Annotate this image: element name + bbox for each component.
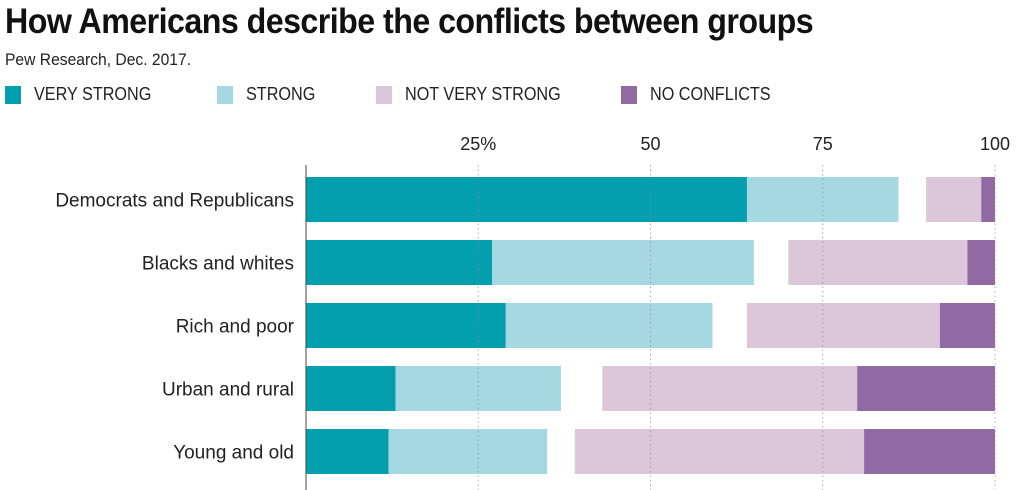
bar-very-strong xyxy=(306,303,506,348)
bar-not-very-strong xyxy=(926,177,982,222)
legend-swatch-very-strong xyxy=(5,85,21,104)
chart-subtitle: Pew Research, Dec. 2017. xyxy=(5,50,192,69)
legend-swatch-strong xyxy=(217,85,233,104)
x-tick-label: 100 xyxy=(980,134,1010,154)
bar-not-very-strong xyxy=(788,240,968,285)
legend-label-very-strong: VERY STRONG xyxy=(34,84,152,104)
bar-very-strong xyxy=(306,177,747,222)
bar-strong xyxy=(492,240,754,285)
legend-item-not-very-strong: NOT VERY STRONG xyxy=(376,84,578,105)
category-label: Urban and rural xyxy=(162,380,294,401)
bar-no-conflicts xyxy=(857,366,995,411)
bar-very-strong xyxy=(306,240,493,285)
bar-no-conflicts xyxy=(981,177,995,222)
legend-item-strong: STRONG xyxy=(217,84,323,105)
legend-swatch-not-very-strong xyxy=(376,85,392,104)
category-label: Rich and poor xyxy=(176,317,295,338)
category-label: Young and old xyxy=(173,443,294,464)
bar-no-conflicts xyxy=(864,429,995,474)
bar-no-conflicts xyxy=(939,303,995,348)
bar-strong xyxy=(388,429,548,474)
bar-no-conflicts xyxy=(967,240,995,285)
legend-label-not-very-strong: NOT VERY STRONG xyxy=(405,84,561,104)
category-label: Blacks and whites xyxy=(142,254,294,275)
bar-strong xyxy=(505,303,713,348)
legend-label-strong: STRONG xyxy=(246,84,316,104)
bar-not-very-strong xyxy=(602,366,858,411)
x-tick-label: 75 xyxy=(813,134,833,154)
bar-not-very-strong xyxy=(746,303,940,348)
legend-item-no-conflicts: NO CONFLICTS xyxy=(621,84,784,105)
x-tick-label: 25% xyxy=(460,134,496,154)
x-tick-label: 50 xyxy=(640,134,660,154)
legend-item-very-strong: VERY STRONG xyxy=(5,84,164,105)
legend-swatch-no-conflicts xyxy=(621,85,637,104)
bar-not-very-strong xyxy=(574,429,865,474)
bar-very-strong xyxy=(306,429,389,474)
legend-label-no-conflicts: NO CONFLICTS xyxy=(650,84,771,104)
bar-very-strong xyxy=(306,366,396,411)
category-label: Democrats and Republicans xyxy=(55,191,294,212)
chart-title: How Americans describe the conflicts bet… xyxy=(5,2,814,41)
